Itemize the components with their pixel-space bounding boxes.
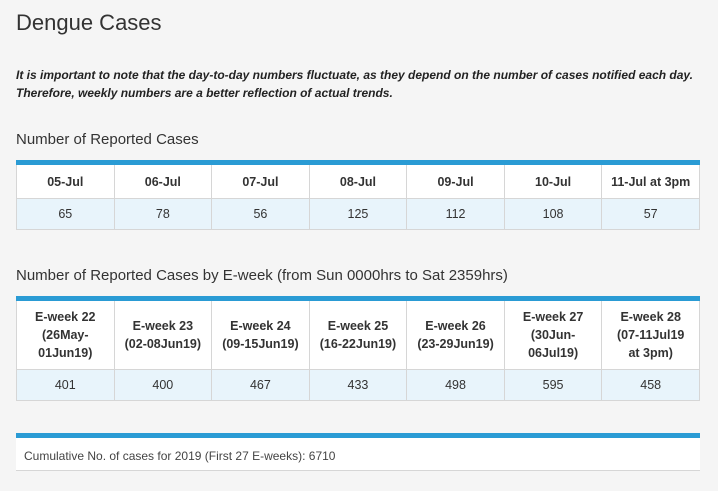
weekly-value-cell: 498 [406, 369, 505, 401]
daily-value-cell: 125 [308, 198, 408, 230]
weekly-header-line: E-week 28 [620, 310, 681, 324]
weekly-header-line: E-week 24 [230, 319, 291, 333]
weekly-value-cell: 400 [113, 369, 213, 401]
weekly-header-line: E-week 22 [35, 310, 96, 324]
weekly-header-line: E-week 26 [425, 319, 486, 333]
cumulative-cases-box: Cumulative No. of cases for 2019 (First … [16, 433, 700, 471]
disclaimer-note: It is important to note that the day-to-… [16, 68, 693, 100]
daily-value-cell: 108 [503, 198, 603, 230]
daily-cases-title: Number of Reported Cases [16, 131, 199, 148]
daily-value-cell: 57 [601, 198, 700, 230]
daily-value-cell: 78 [113, 198, 213, 230]
weekly-header-cell: E-week 23 (02-08Jun19) [113, 298, 213, 370]
daily-header-cell: 07-Jul [211, 162, 310, 199]
daily-header-cell: 09-Jul [406, 162, 505, 199]
weekly-header-row: E-week 22 (26May- 01Jun19) E-week 23 (02… [16, 298, 700, 370]
weekly-header-line: (09-15Jun19) [222, 337, 299, 351]
weekly-value-cell: 433 [308, 369, 408, 401]
weekly-header-line: 06Jul19) [528, 346, 579, 360]
daily-value-cell: 112 [406, 198, 505, 230]
weekly-header-cell: E-week 26 (23-29Jun19) [406, 298, 505, 370]
weekly-header-line: (30Jun- [530, 328, 576, 342]
weekly-header-line: at 3pm) [628, 346, 673, 360]
weekly-header-line: (26May- [42, 328, 89, 342]
weekly-cases-table: E-week 22 (26May- 01Jun19) E-week 23 (02… [16, 296, 700, 401]
weekly-cases-title: Number of Reported Cases by E-week (from… [16, 267, 508, 284]
weekly-value-cell: 467 [211, 369, 310, 401]
weekly-header-line: (07-11Jul19 [616, 328, 685, 342]
daily-header-cell: 11-Jul at 3pm [601, 162, 700, 199]
weekly-value-cell: 401 [16, 369, 115, 401]
weekly-header-line: (23-29Jun19) [417, 337, 494, 351]
weekly-header-line: (16-22Jun19) [319, 337, 397, 351]
daily-header-cell: 10-Jul [503, 162, 603, 199]
daily-cases-table: 05-Jul 06-Jul 07-Jul 08-Jul 09-Jul 10-Ju… [16, 160, 700, 230]
daily-value-row: 65 78 56 125 112 108 57 [16, 198, 700, 230]
weekly-header-cell: E-week 27 (30Jun- 06Jul19) [503, 298, 603, 370]
weekly-header-line: E-week 27 [522, 310, 584, 324]
page-title: Dengue Cases [16, 10, 162, 35]
daily-value-cell: 65 [16, 198, 115, 230]
weekly-header-line: (02-08Jun19) [124, 337, 202, 351]
weekly-header-cell: E-week 25 (16-22Jun19) [308, 298, 408, 370]
weekly-value-cell: 595 [503, 369, 603, 401]
daily-header-cell: 08-Jul [308, 162, 408, 199]
weekly-header-cell: E-week 22 (26May- 01Jun19) [16, 298, 115, 370]
weekly-header-line: 01Jun19) [38, 346, 93, 360]
daily-header-cell: 06-Jul [113, 162, 213, 199]
weekly-value-row: 401 400 467 433 498 595 458 [16, 369, 700, 401]
weekly-header-cell: E-week 24 (09-15Jun19) [211, 298, 310, 370]
weekly-value-cell: 458 [601, 369, 700, 401]
daily-header-row: 05-Jul 06-Jul 07-Jul 08-Jul 09-Jul 10-Ju… [16, 162, 700, 199]
daily-value-cell: 56 [211, 198, 310, 230]
weekly-header-cell: E-week 28 (07-11Jul19 at 3pm) [601, 298, 700, 370]
weekly-header-line: E-week 23 [132, 319, 194, 333]
weekly-header-line: E-week 25 [327, 319, 389, 333]
cumulative-cases-text: Cumulative No. of cases for 2019 (First … [24, 449, 336, 463]
daily-header-cell: 05-Jul [16, 162, 115, 199]
